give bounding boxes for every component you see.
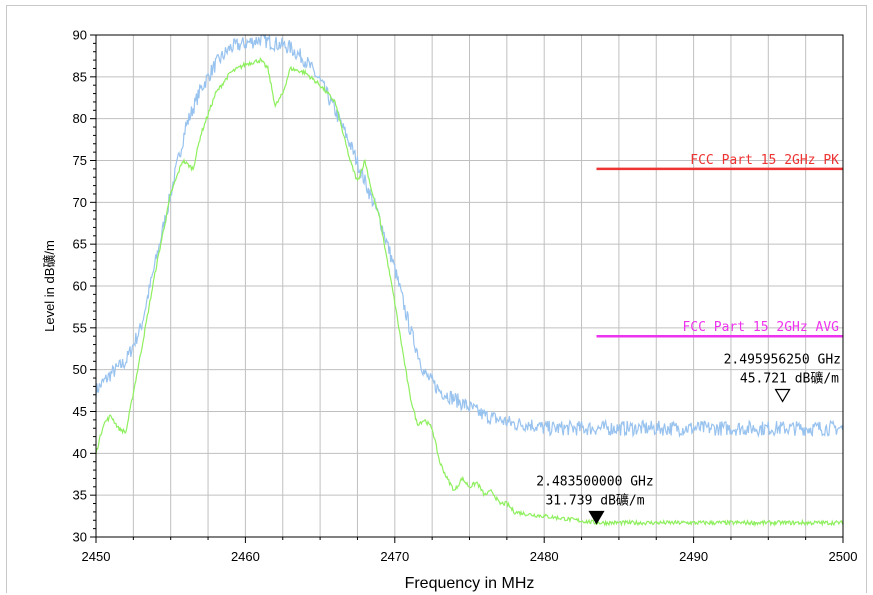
y-tick-label: 45 [73,404,87,419]
y-tick-label: 35 [73,488,87,503]
y-tick-label: 65 [73,237,87,252]
y-tick-label: 80 [73,111,87,126]
y-tick-label: 40 [73,446,87,461]
y-tick-label: 90 [73,28,87,43]
limit-line-label: FCC Part 15 2GHz PK [690,153,839,168]
x-tick-label: 2460 [231,549,260,564]
limit-line-label: FCC Part 15 2GHz AVG [682,320,839,335]
x-tick-label: 2490 [679,549,708,564]
y-tick-label: 60 [73,279,87,294]
marker-frequency: 2.483500000 GHz [536,474,653,489]
marker-filled-triangle-icon [588,510,605,525]
y-tick-label: 50 [73,362,87,377]
data-series [95,34,844,527]
x-axis-label: Frequency in MHz [405,575,535,592]
chart-frame [6,5,867,593]
limit-lines: FCC Part 15 2GHz PK FCC Part 15 2GHz AVG [596,153,843,338]
y-tick-label: 55 [73,320,87,335]
y-tick-label: 85 [73,69,87,84]
x-tick-label: 2470 [380,549,409,564]
grid [96,35,843,537]
x-tick-label: 2480 [530,549,559,564]
marker-frequency: 2.495956250 GHz [724,352,841,367]
series-0-trace [95,34,844,438]
y-tick-label: 30 [73,530,87,545]
series-1-trace [95,56,844,527]
y-tick-label: 70 [73,195,87,210]
marker-hollow-triangle-icon [774,388,791,403]
markers: 2.495956250 GHz 45.721 dB礦/m 2.483500000 G… [536,352,841,525]
y-axis-label: Level in dB礦/m [42,240,57,332]
axis-ticks: 90 85 80 75 70 65 60 55 50 45 40 35 30 2450 2460 2470 24… [73,28,858,565]
x-tick-label: 2500 [829,549,858,564]
marker-level: 31.739 dB礦/m [545,492,644,508]
marker-level: 45.721 dB礦/m [740,370,839,386]
x-tick-label: 2450 [82,549,111,564]
y-tick-label: 75 [73,153,87,168]
